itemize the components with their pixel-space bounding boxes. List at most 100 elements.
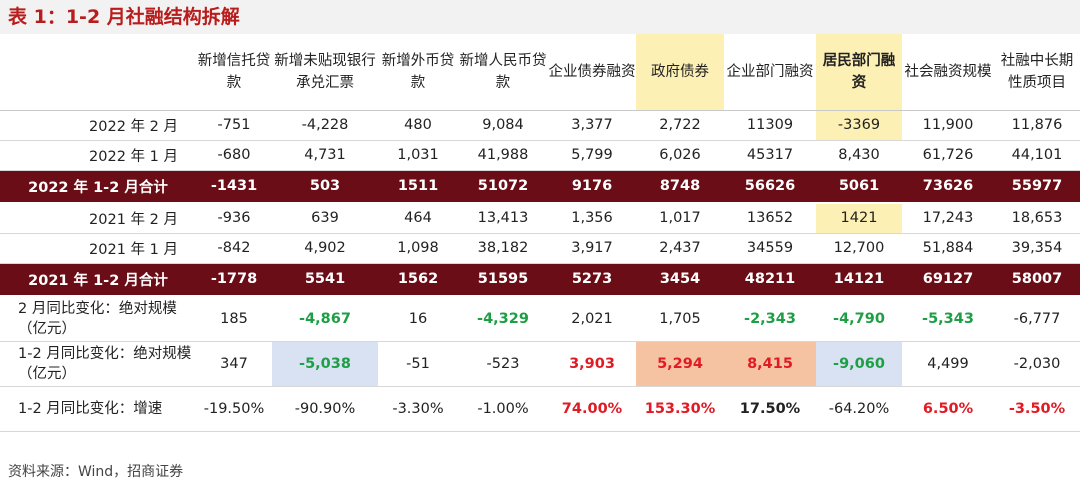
header-trust-loans: 新增信托贷款: [196, 34, 272, 111]
cell: 11309: [724, 110, 816, 141]
cell: 5061: [816, 170, 902, 204]
cell: -1778: [196, 263, 272, 297]
cell: 5,799: [548, 140, 636, 171]
summary-row: 2022 年 1-2 月合计 -1431 503 1511 51072 9176…: [0, 170, 1080, 204]
row-label: 2021 年 2 月: [0, 202, 196, 234]
cell: 1511: [378, 170, 458, 204]
cell: 503: [272, 170, 378, 204]
cell: 3,917: [548, 233, 636, 264]
summary-row: 2021 年 1-2 月合计 -1778 5541 1562 51595 527…: [0, 263, 1080, 297]
cell: 61,726: [902, 140, 994, 171]
cell: -751: [196, 110, 272, 141]
cell: 11,876: [994, 110, 1080, 141]
table-row: 1-2 月同比变化：增速 -19.50% -90.90% -3.30% -1.0…: [0, 386, 1080, 432]
cell: 1,017: [636, 202, 724, 234]
row-label: 2 月同比变化：绝对规模（亿元）: [0, 295, 196, 342]
cell: -1.00%: [458, 386, 548, 432]
cell: 1,705: [636, 295, 724, 342]
cell: 17.50%: [724, 386, 816, 432]
cell: 18,653: [994, 202, 1080, 234]
cell: 14121: [816, 263, 902, 297]
cell: -2,030: [994, 341, 1080, 387]
cell: 6,026: [636, 140, 724, 171]
cell: 74.00%: [548, 386, 636, 432]
table-row: 2021 年 1 月 -842 4,902 1,098 38,182 3,917…: [0, 233, 1080, 264]
row-label: 2022 年 1 月: [0, 140, 196, 171]
cell: 4,902: [272, 233, 378, 264]
cell: 13652: [724, 202, 816, 234]
source-note: 资料来源：Wind，招商证券: [8, 464, 184, 480]
cell: 12,700: [816, 233, 902, 264]
cell: 56626: [724, 170, 816, 204]
cell: 51072: [458, 170, 548, 204]
cell: 2,021: [548, 295, 636, 342]
header-long-term-items: 社融中长期性质项目: [994, 34, 1080, 111]
cell: -523: [458, 341, 548, 387]
header-total-financing: 社会融资规模: [902, 34, 994, 111]
cell: 51,884: [902, 233, 994, 264]
cell: 9176: [548, 170, 636, 204]
cell: 2,722: [636, 110, 724, 141]
table-row: 1-2 月同比变化：绝对规模（亿元） 347 -5,038 -51 -523 3…: [0, 341, 1080, 387]
cell: -5,038: [272, 341, 378, 387]
cell: -3.50%: [994, 386, 1080, 432]
cell: 4,731: [272, 140, 378, 171]
cell: 1,031: [378, 140, 458, 171]
cell: -3369: [816, 110, 902, 141]
cell: 34559: [724, 233, 816, 264]
cell: 51595: [458, 263, 548, 297]
cell: -19.50%: [196, 386, 272, 432]
cell: 2,437: [636, 233, 724, 264]
cell: -4,790: [816, 295, 902, 342]
cell: -680: [196, 140, 272, 171]
cell: 44,101: [994, 140, 1080, 171]
cell: 58007: [994, 263, 1080, 297]
row-label: 1-2 月同比变化：增速: [0, 386, 196, 432]
cell: 8748: [636, 170, 724, 204]
header-fx-loans: 新增外币贷款: [378, 34, 458, 111]
cell: 13,413: [458, 202, 548, 234]
cell: 3,377: [548, 110, 636, 141]
cell: 5,294: [636, 341, 724, 387]
header-household-financing: 居民部门融资: [816, 34, 902, 111]
cell: 1,356: [548, 202, 636, 234]
cell: -842: [196, 233, 272, 264]
cell: 639: [272, 202, 378, 234]
cell: -64.20%: [816, 386, 902, 432]
cell: 39,354: [994, 233, 1080, 264]
cell: 4,499: [902, 341, 994, 387]
header-corner: [0, 34, 196, 111]
cell: -5,343: [902, 295, 994, 342]
cell: 1562: [378, 263, 458, 297]
cell: -90.90%: [272, 386, 378, 432]
cell: 8,430: [816, 140, 902, 171]
header-corporate-bonds: 企业债券融资: [548, 34, 636, 111]
row-label: 2022 年 2 月: [0, 110, 196, 141]
cell: 3454: [636, 263, 724, 297]
row-label: 2021 年 1 月: [0, 233, 196, 264]
cell: -3.30%: [378, 386, 458, 432]
cell: -4,329: [458, 295, 548, 342]
cell: 55977: [994, 170, 1080, 204]
cell: 9,084: [458, 110, 548, 141]
cell: 1,098: [378, 233, 458, 264]
cell: 45317: [724, 140, 816, 171]
row-label: 2021 年 1-2 月合计: [0, 263, 196, 297]
cell: 73626: [902, 170, 994, 204]
cell: -6,777: [994, 295, 1080, 342]
cell: 11,900: [902, 110, 994, 141]
cell: -51: [378, 341, 458, 387]
table-row: 2 月同比变化：绝对规模（亿元） 185 -4,867 16 -4,329 2,…: [0, 295, 1080, 342]
cell: -936: [196, 202, 272, 234]
cell: 1421: [816, 202, 902, 234]
table-title: 表 1：1-2 月社融结构拆解: [0, 0, 1080, 34]
table-row: 2021 年 2 月 -936 639 464 13,413 1,356 1,0…: [0, 202, 1080, 234]
header-corporate-financing: 企业部门融资: [724, 34, 816, 111]
header-government-bonds: 政府债券: [636, 34, 724, 111]
social-financing-table: 新增信托贷款 新增未贴现银行承兑汇票 新增外币贷款 新增人民币贷款 企业债券融资…: [0, 34, 1080, 432]
cell: 464: [378, 202, 458, 234]
header-rmb-loans: 新增人民币贷款: [458, 34, 548, 111]
cell: 16: [378, 295, 458, 342]
cell: -2,343: [724, 295, 816, 342]
row-label: 2022 年 1-2 月合计: [0, 170, 196, 204]
